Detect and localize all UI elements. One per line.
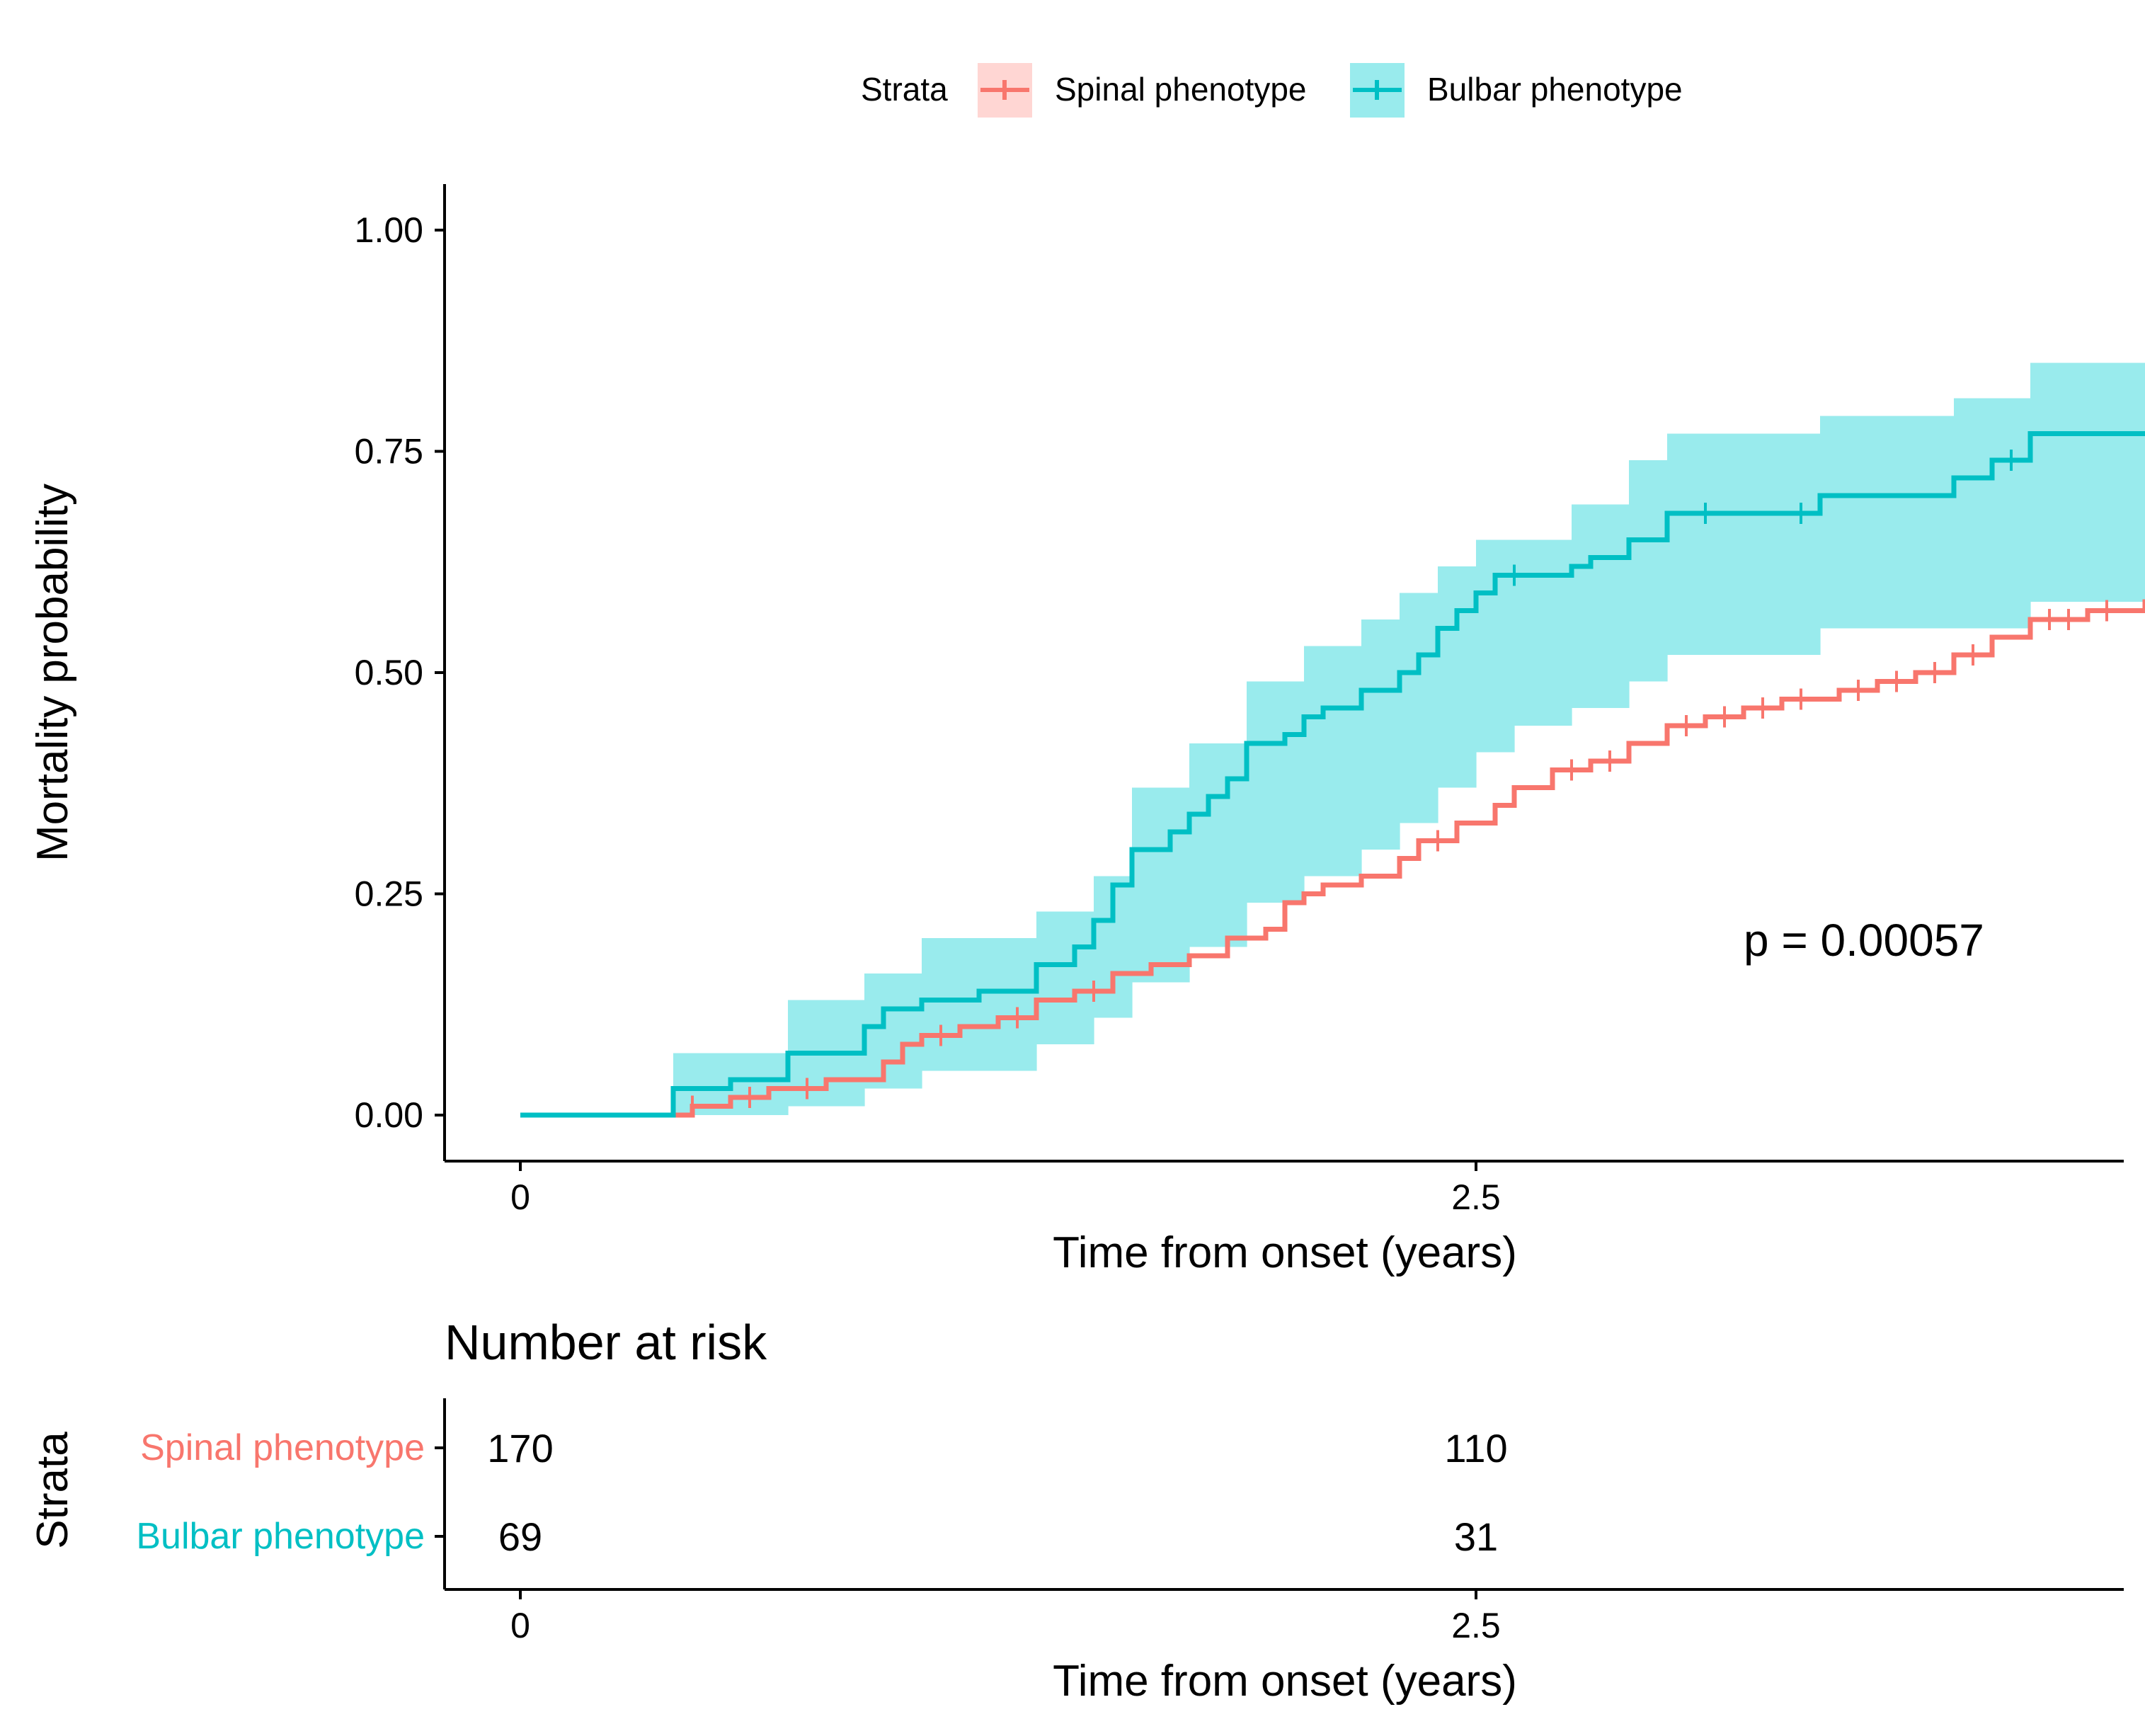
legend-title: Strata <box>861 71 948 108</box>
ci-band-segment <box>1247 681 1305 903</box>
risk-table-x-ticks: 02.557.510 <box>510 1589 1501 1645</box>
risk-count-cell: 170 <box>487 1426 553 1471</box>
risk-table-rows: Spinal phenotype1701103031Bulbar phenoty… <box>136 1426 1507 1559</box>
ci-band-segment <box>1361 619 1400 850</box>
risk-count-cell: 69 <box>498 1514 542 1559</box>
x-tick-label: 0 <box>510 1177 530 1217</box>
ci-band-segment <box>1304 646 1362 876</box>
ci-band-segment <box>1629 460 1668 682</box>
censor-marks <box>691 450 2108 1117</box>
legend-label-bulbar: Bulbar phenotype <box>1427 71 1683 108</box>
ci-band-segment <box>1438 566 1477 788</box>
legend-key-bulbar <box>1350 63 1405 118</box>
risk-row-label-spinal: Spinal phenotype <box>140 1427 425 1468</box>
bulbar-ci-band <box>673 362 2145 1115</box>
y-tick-label: 0.50 <box>355 653 423 692</box>
x-axis-label: Time from onset (years) <box>1053 1228 1517 1277</box>
ci-band-segment <box>1572 504 1630 708</box>
y-tick-label: 0.75 <box>355 432 423 472</box>
ci-band-segment <box>1189 743 1247 947</box>
ci-band-segment <box>1820 416 1955 629</box>
ci-band-segment <box>1476 539 1515 753</box>
spinal-curve <box>520 599 2145 1118</box>
ci-band-segment <box>1954 398 2031 629</box>
survival-curves <box>520 431 2145 1118</box>
main-plot: 0.000.250.500.751.00 02.557.510 Mortalit… <box>28 184 2145 1277</box>
risk-x-tick-label: 0 <box>510 1606 530 1645</box>
x-tick-label: 2.5 <box>1451 1177 1501 1217</box>
y-axis-ticks: 0.00 0.25 0.50 0.75 1.00 <box>355 210 445 1135</box>
ci-band-segment <box>922 938 1037 1071</box>
legend-key-spinal <box>978 63 1032 118</box>
ci-band-segment <box>2030 362 2145 602</box>
ci-band-segment <box>1400 593 1438 823</box>
risk-table-title: Number at risk <box>445 1315 767 1370</box>
y-axis-label: Mortality probability <box>28 484 77 862</box>
risk-table-y-label: Strata <box>28 1432 77 1549</box>
risk-count-cell: 110 <box>1444 1426 1507 1471</box>
ci-band-segment <box>1514 539 1572 726</box>
risk-table-x-label: Time from onset (years) <box>1053 1657 1517 1706</box>
risk-x-tick-label: 2.5 <box>1451 1606 1501 1645</box>
legend: Strata Spinal phenotype Bulbar phenotype <box>861 63 1683 118</box>
ci-band-segment <box>1667 433 1821 655</box>
risk-count-cell: 31 <box>1454 1514 1498 1559</box>
y-tick-label: 0.00 <box>355 1095 423 1135</box>
ci-band-segment <box>1036 911 1094 1044</box>
bulbar-curve <box>520 431 2145 1118</box>
legend-label-spinal: Spinal phenotype <box>1055 71 1307 108</box>
ci-band-segment <box>1132 787 1190 983</box>
y-tick-label: 0.25 <box>355 874 423 914</box>
risk-row-label-bulbar: Bulbar phenotype <box>136 1516 425 1557</box>
y-tick-label: 1.00 <box>355 210 423 250</box>
risk-table: Number at risk Strata Spinal phenotype 17… <box>28 1315 2124 1706</box>
x-axis-ticks: 02.557.510 <box>510 1161 1501 1217</box>
p-value-annotation: p = 0.00057 <box>1744 915 1984 966</box>
ci-band-segment <box>864 973 922 1089</box>
